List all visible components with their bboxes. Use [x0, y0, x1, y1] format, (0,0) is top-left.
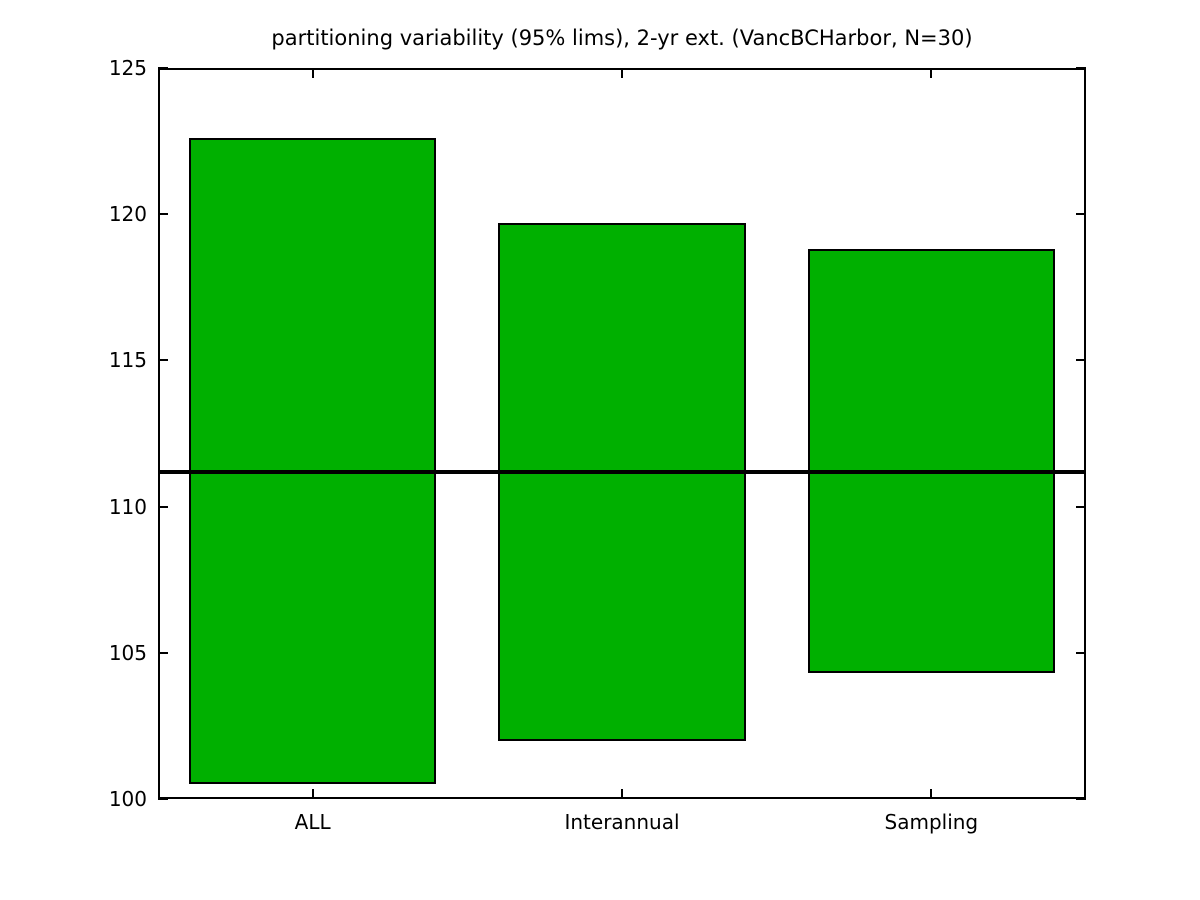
- chart-title: partitioning variability (95% lims), 2-y…: [271, 26, 973, 50]
- y-tick-label: 105: [108, 640, 147, 665]
- range-bar-sampling: [807, 249, 1056, 674]
- x-tick-mark-top: [311, 68, 314, 78]
- y-tick-mark-left: [158, 359, 168, 362]
- x-tick-mark-bottom: [930, 789, 933, 799]
- plot-area: [158, 67, 1086, 800]
- y-tick-label: 120: [108, 202, 147, 227]
- x-tick-mark-bottom: [621, 789, 623, 799]
- y-tick-mark-right: [1076, 798, 1086, 800]
- y-tick-mark-left: [158, 798, 168, 800]
- y-tick-mark-right: [1076, 67, 1086, 69]
- x-tick-mark-bottom: [311, 789, 314, 799]
- x-tick-label-sampling: Sampling: [884, 810, 979, 834]
- y-tick-mark-left: [158, 67, 168, 69]
- y-tick-label: 125: [108, 56, 147, 80]
- x-tick-mark-top: [621, 68, 623, 78]
- reference-line: [158, 469, 1086, 474]
- y-tick-label: 100: [108, 787, 147, 811]
- y-tick-mark-left: [158, 213, 168, 216]
- y-tick-label: 115: [108, 348, 147, 373]
- x-tick-label-interannual: Interannual: [564, 810, 680, 834]
- range-bar-all: [188, 138, 437, 785]
- y-tick-mark-right: [1076, 359, 1086, 362]
- y-tick-mark-right: [1076, 505, 1086, 508]
- x-tick-mark-top: [930, 68, 933, 78]
- x-tick-label-all: ALL: [294, 810, 331, 834]
- y-tick-mark-left: [158, 505, 168, 508]
- y-tick-label: 110: [108, 494, 147, 519]
- y-tick-mark-left: [158, 651, 168, 654]
- y-tick-mark-right: [1076, 213, 1086, 216]
- y-tick-mark-right: [1076, 651, 1086, 654]
- range-bar-interannual: [498, 222, 746, 741]
